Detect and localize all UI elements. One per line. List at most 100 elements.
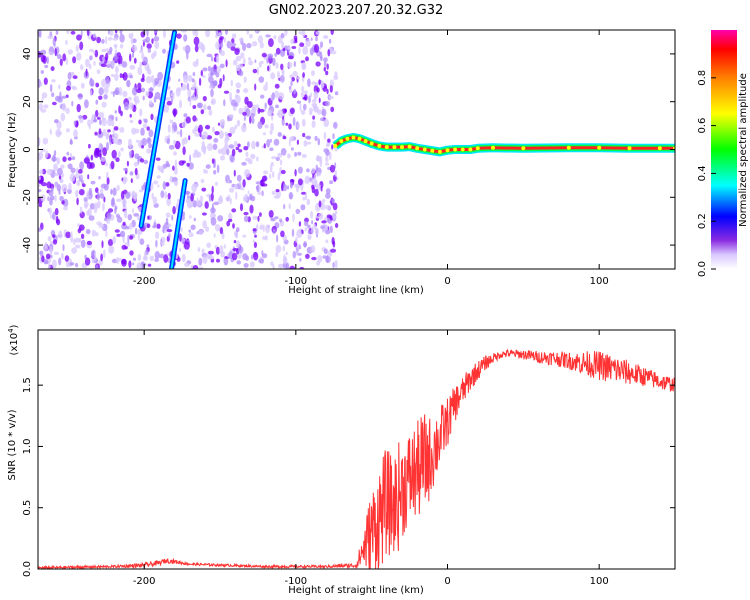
noise-point [186, 50, 189, 60]
noise-point [230, 79, 233, 87]
noise-point [255, 141, 260, 148]
noise-point [129, 64, 136, 70]
noise-point [144, 118, 148, 124]
noise-point [310, 92, 313, 98]
noise-point [76, 180, 81, 187]
noise-point [183, 241, 190, 250]
noise-point [275, 47, 281, 55]
noise-point [107, 50, 112, 55]
noise-point [247, 57, 252, 61]
noise-point [249, 261, 255, 268]
noise-point [198, 77, 202, 86]
noise-point [236, 89, 240, 94]
noise-point [99, 193, 105, 199]
noise-point [77, 93, 84, 100]
noise-point [258, 258, 264, 264]
noise-point [239, 37, 244, 42]
spectrogram-y-tick-label: 40 [22, 48, 33, 61]
noise-point [235, 146, 240, 151]
noise-point [130, 178, 133, 184]
noise-point [243, 215, 249, 223]
noise-point [266, 138, 271, 148]
noise-point [95, 99, 99, 105]
noise-point [51, 156, 57, 162]
noise-point [126, 160, 129, 167]
noise-point [46, 56, 49, 64]
noise-point [99, 119, 102, 126]
noise-point [319, 160, 323, 168]
noise-point [194, 183, 199, 187]
noise-point [315, 31, 320, 35]
noise-point [153, 30, 158, 33]
noise-point [157, 184, 160, 188]
noise-point [287, 46, 291, 50]
noise-point [325, 143, 330, 148]
noise-point [85, 58, 90, 68]
noise-point [122, 90, 128, 98]
noise-point [202, 95, 207, 102]
noise-point [120, 147, 124, 152]
noise-point [106, 220, 110, 224]
noise-point [101, 118, 107, 127]
noise-point [167, 192, 171, 200]
noise-point [211, 203, 214, 212]
noise-point [307, 234, 312, 240]
trace-point [351, 135, 356, 140]
noise-point [38, 151, 44, 159]
noise-point [155, 239, 158, 248]
noise-point [129, 171, 134, 176]
noise-point [311, 184, 315, 189]
noise-point [196, 58, 199, 65]
noise-point [233, 102, 239, 107]
noise-point [66, 151, 70, 156]
noise-point [175, 88, 181, 97]
noise-point [129, 75, 133, 79]
noise-point [146, 223, 151, 229]
noise-point [51, 259, 57, 269]
noise-point [116, 198, 122, 202]
noise-point [121, 198, 127, 206]
noise-point [127, 214, 133, 221]
noise-point [44, 64, 49, 69]
noise-point [262, 224, 265, 233]
noise-point [219, 227, 224, 235]
noise-point [199, 195, 204, 203]
noise-point [120, 190, 125, 200]
noise-point [219, 155, 226, 161]
noise-point [38, 202, 43, 208]
noise-point [112, 187, 117, 196]
noise-point [151, 192, 154, 200]
noise-point [70, 167, 76, 174]
noise-point [78, 189, 85, 196]
noise-point [265, 34, 271, 38]
noise-point [327, 49, 331, 57]
noise-point [274, 216, 279, 220]
noise-point [283, 254, 286, 263]
noise-point [333, 121, 338, 129]
trace-point [597, 145, 602, 150]
noise-point [143, 159, 149, 165]
noise-point [230, 46, 236, 51]
trace-point [415, 146, 420, 151]
trace-point [400, 145, 404, 150]
noise-point [296, 243, 302, 250]
noise-point [236, 174, 242, 182]
noise-point [314, 82, 319, 86]
noise-point [54, 194, 57, 202]
noise-point [103, 94, 108, 100]
noise-point [326, 63, 329, 70]
noise-point [173, 109, 177, 118]
noise-point [264, 107, 267, 112]
noise-point [224, 143, 229, 150]
noise-point [212, 143, 218, 150]
noise-point [75, 263, 79, 268]
noise-point [242, 57, 246, 66]
noise-point [252, 106, 256, 112]
noise-point [242, 179, 246, 188]
spectrogram-y-tick-label: 20 [22, 95, 33, 108]
noise-point [249, 204, 254, 214]
noise-point [251, 140, 256, 150]
noise-point [300, 91, 305, 98]
noise-point [154, 41, 160, 50]
noise-point [132, 257, 137, 261]
